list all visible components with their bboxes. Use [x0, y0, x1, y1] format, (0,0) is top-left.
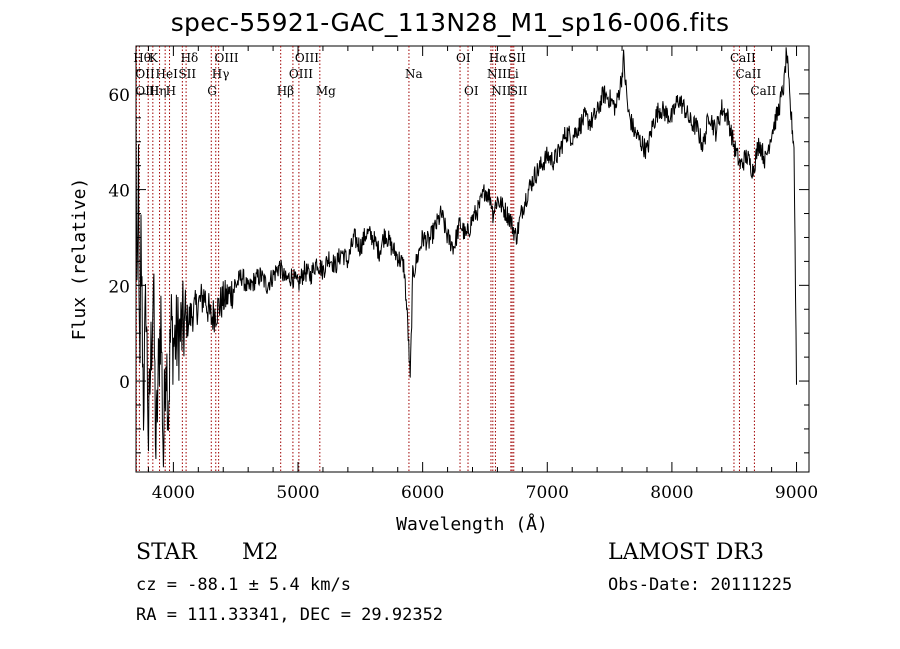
- x-tick-label-4: 8000: [650, 483, 693, 503]
- y-tick-label-2: 40: [108, 182, 130, 202]
- flux-series-line: [135, 47, 797, 468]
- obs-date-line: Obs-Date: 20111225: [608, 575, 793, 595]
- annotation-row1-8: CaII: [730, 51, 756, 65]
- annotation-row1-2: Hδ: [181, 51, 199, 65]
- annotation-row3-3: G: [207, 84, 217, 98]
- y-axis-label: Flux (relative): [69, 178, 90, 341]
- redshift-line: cz = -88.1 ± 5.4 km/s: [136, 575, 351, 595]
- annotation-row3-1: Hη: [149, 84, 167, 98]
- object-class: STAR: [136, 540, 197, 565]
- annotation-row3-5: Mg: [316, 84, 336, 98]
- annotation-row3-7: NII: [491, 84, 511, 98]
- annotation-row2-7: Li: [507, 67, 519, 81]
- annotation-row1-3: OIII: [215, 51, 239, 65]
- annotation-row2-1: HeI: [156, 67, 179, 81]
- annotation-row1-1: K: [149, 51, 159, 65]
- x-tick-label-1: 5000: [276, 483, 319, 503]
- y-tick-label-0: 0: [119, 373, 130, 393]
- chart-title: spec-55921-GAC_113N28_M1_sp16-006.fits: [170, 8, 730, 37]
- x-tick-label-2: 6000: [401, 483, 444, 503]
- x-tick-label-0: 4000: [152, 483, 195, 503]
- annotation-row2-4: OIII: [289, 67, 313, 81]
- emission-line-markers: [135, 46, 755, 472]
- annotation-row3-4: Hβ: [277, 84, 294, 98]
- y-tick-label-3: 60: [108, 86, 130, 106]
- y-tick-label-1: 20: [108, 277, 130, 297]
- survey-name: LAMOST DR3: [608, 540, 764, 565]
- annotation-row1-0: Hθ: [133, 51, 151, 65]
- annotation-row3-0: OIII: [135, 84, 159, 98]
- annotation-row3-9: CaII: [750, 84, 776, 98]
- annotation-row3-6: OI: [464, 84, 479, 98]
- annotation-row2-0: OII: [135, 67, 155, 81]
- plot-frame: [135, 45, 810, 473]
- annotation-row2-8: CaII: [735, 67, 761, 81]
- annotation-row3-2: H: [166, 84, 176, 98]
- annotation-row2-5: Na: [405, 67, 423, 81]
- axis-ticks: [136, 45, 809, 472]
- coordinates-line: RA = 111.33341, DEC = 29.92352: [136, 605, 444, 625]
- annotation-row2-3: Hγ: [212, 67, 230, 81]
- annotation-row1-4: OIII: [295, 51, 319, 65]
- annotation-row1-7: SII: [508, 51, 526, 65]
- x-axis-label: Wavelength (Å): [396, 513, 548, 535]
- x-tick-label-5: 9000: [775, 483, 818, 503]
- object-subclass: M2: [242, 540, 279, 565]
- annotation-row1-6: Hα: [489, 51, 508, 65]
- tick-labels: 4000 5000 6000 7000 8000 9000 0 20 40 60: [108, 86, 818, 503]
- annotation-row2-2: SII: [178, 67, 196, 81]
- annotation-row3-8: SII: [510, 84, 528, 98]
- x-tick-label-3: 7000: [526, 483, 569, 503]
- annotation-row2-6: NII: [487, 67, 507, 81]
- annotation-row1-5: OI: [456, 51, 471, 65]
